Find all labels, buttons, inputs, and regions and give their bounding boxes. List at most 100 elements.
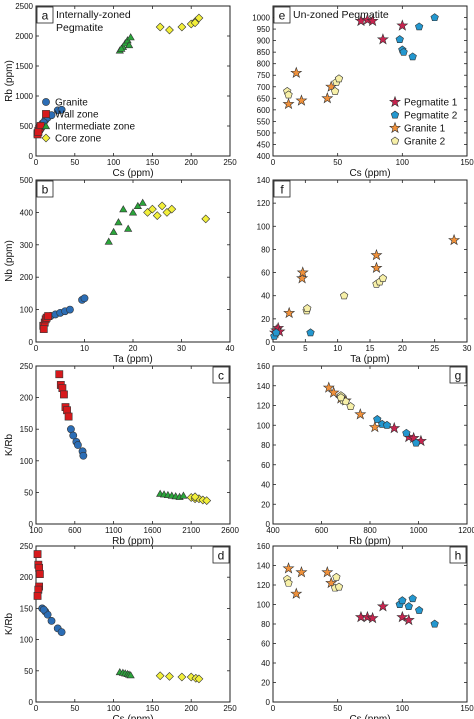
x-tick-label: 1100 bbox=[105, 526, 123, 535]
data-point-granite-1 bbox=[448, 233, 461, 246]
y-tick-label: 100 bbox=[20, 457, 34, 466]
data-point-pegmatite-2 bbox=[408, 52, 417, 61]
panel-g: 400 600 800 1000 1200 0 20 40 60 80 100 120 140 160 Rb… bbox=[257, 362, 474, 547]
y-tick-label: 0 bbox=[29, 152, 34, 161]
panel-label-box bbox=[212, 366, 230, 384]
data-points bbox=[322, 381, 427, 447]
data-point-pegmatite-1 bbox=[407, 431, 420, 444]
data-point-pegmatite-2 bbox=[415, 22, 424, 31]
x-axis-label: Cs (ppm) bbox=[112, 168, 153, 179]
y-tick-label: 850 bbox=[257, 48, 271, 57]
y-tick-label: 0 bbox=[29, 698, 34, 707]
data-point-granite bbox=[57, 105, 66, 114]
data-point-pegmatite-2 bbox=[415, 606, 424, 614]
panel-label-box bbox=[449, 366, 467, 384]
y-tick-label: 1000 bbox=[252, 14, 270, 23]
panel-title-line-2: Pegmatite bbox=[56, 22, 103, 34]
data-point-core-zone bbox=[152, 211, 162, 221]
data-point-granite-2 bbox=[284, 90, 293, 99]
data-point-granite-1 bbox=[295, 566, 308, 578]
y-tick-label: 100 bbox=[20, 636, 34, 645]
data-point-wall-zone bbox=[34, 128, 43, 136]
x-tick-label: 30 bbox=[463, 344, 472, 353]
data-point-granite bbox=[69, 431, 78, 440]
data-point-granite-2 bbox=[332, 572, 341, 581]
data-point-core-zone bbox=[186, 672, 196, 682]
x-tick-label: 0 bbox=[271, 158, 276, 167]
x-tick-label: 40 bbox=[226, 344, 235, 353]
x-tick-label: 150 bbox=[460, 704, 474, 713]
data-point-granite-1 bbox=[322, 381, 335, 393]
data-point-granite-1 bbox=[290, 587, 303, 599]
data-points bbox=[33, 550, 204, 684]
data-point-granite bbox=[47, 616, 56, 625]
x-axis-label: Rb (ppm) bbox=[349, 536, 391, 547]
data-point-granite-1 bbox=[354, 408, 367, 420]
x-tick-label: 2600 bbox=[221, 526, 239, 535]
y-axis-label: K/Rb bbox=[4, 433, 15, 456]
y-tick-label: 100 bbox=[257, 421, 271, 430]
x-tick-label: 0 bbox=[271, 344, 276, 353]
legend-label: Intermediate zone bbox=[55, 122, 135, 133]
panel-label: f bbox=[280, 183, 284, 197]
y-tick-label: 2000 bbox=[15, 32, 33, 41]
plot-frame bbox=[35, 5, 231, 157]
y-tick-label: 60 bbox=[261, 461, 270, 470]
x-tick-label: 100 bbox=[396, 158, 410, 167]
x-axis-label: Cs (ppm) bbox=[112, 714, 153, 719]
y-tick-label: 120 bbox=[257, 581, 271, 590]
y-tick-label: 0 bbox=[266, 520, 271, 529]
x-axis-label: Ta (ppm) bbox=[350, 354, 389, 365]
y-tick-label: 0 bbox=[266, 698, 271, 707]
data-point-granite bbox=[39, 605, 48, 614]
x-tick-label: 0 bbox=[34, 704, 39, 713]
data-point-pegmatite-2 bbox=[430, 619, 439, 628]
data-point-pegmatite-2 bbox=[373, 414, 382, 423]
panel-h: 0 50 100 150 0 20 40 60 80 100 120 140 160 Cs (ppm) h bbox=[257, 542, 474, 719]
data-point-intermediate-zone bbox=[128, 208, 138, 216]
y-tick-label: 40 bbox=[261, 292, 270, 301]
y-tick-label: 80 bbox=[261, 441, 270, 450]
data-point-granite-2 bbox=[330, 87, 340, 95]
panel-f: 0 5 10 15 20 25 30 0 20 40 60 80 100 120 140 Ta (ppm) f bbox=[257, 176, 472, 365]
y-tick-label: 200 bbox=[20, 573, 34, 582]
data-point-granite-1 bbox=[370, 261, 383, 274]
y-tick-label: 80 bbox=[261, 620, 270, 629]
legend-marker bbox=[390, 136, 400, 145]
data-point-granite-1 bbox=[368, 420, 381, 433]
x-tick-label: 150 bbox=[146, 704, 160, 713]
y-tick-label: 200 bbox=[20, 394, 34, 403]
y-tick-label: 250 bbox=[20, 542, 34, 551]
panel-d: 0 50 100 150 200 250 0 50 100 150 200 250 Cs (ppm) K/… bbox=[4, 542, 237, 719]
y-tick-label: 400 bbox=[257, 152, 271, 161]
legend-label: Granite 1 bbox=[404, 124, 446, 135]
y-tick-label: 140 bbox=[257, 176, 271, 185]
data-point-core-zone bbox=[167, 204, 177, 214]
y-tick-label: 400 bbox=[20, 208, 34, 217]
data-point-pegmatite-2 bbox=[272, 328, 281, 337]
data-point-pegmatite-1 bbox=[396, 610, 409, 623]
data-point-core-zone bbox=[190, 492, 200, 502]
data-point-granite-1 bbox=[370, 248, 383, 261]
data-point-granite-2 bbox=[336, 393, 346, 402]
y-axis-label: Rb (ppm) bbox=[4, 60, 15, 102]
x-tick-label: 0 bbox=[34, 344, 39, 353]
panel-e: 0 50 100 150 400 450 500 550 600 650 700 750 800 850 9… bbox=[252, 5, 474, 179]
data-point-pegmatite-1 bbox=[402, 613, 415, 626]
data-point-intermediate-zone bbox=[104, 237, 113, 245]
data-point-granite-1 bbox=[321, 92, 334, 104]
data-point-intermediate-zone bbox=[117, 44, 126, 52]
x-axis-label: Cs (ppm) bbox=[349, 714, 390, 719]
data-point-core-zone bbox=[177, 672, 187, 682]
data-point-granite bbox=[66, 305, 74, 314]
data-point-granite-2 bbox=[378, 274, 388, 282]
y-tick-label: 200 bbox=[20, 273, 34, 282]
plot-frame bbox=[272, 179, 468, 343]
plot-frame bbox=[35, 179, 231, 343]
data-point-core-zone bbox=[194, 13, 204, 23]
data-point-wall-zone bbox=[35, 570, 44, 578]
data-point-granite-1 bbox=[283, 306, 296, 319]
y-tick-label: 20 bbox=[261, 500, 270, 509]
